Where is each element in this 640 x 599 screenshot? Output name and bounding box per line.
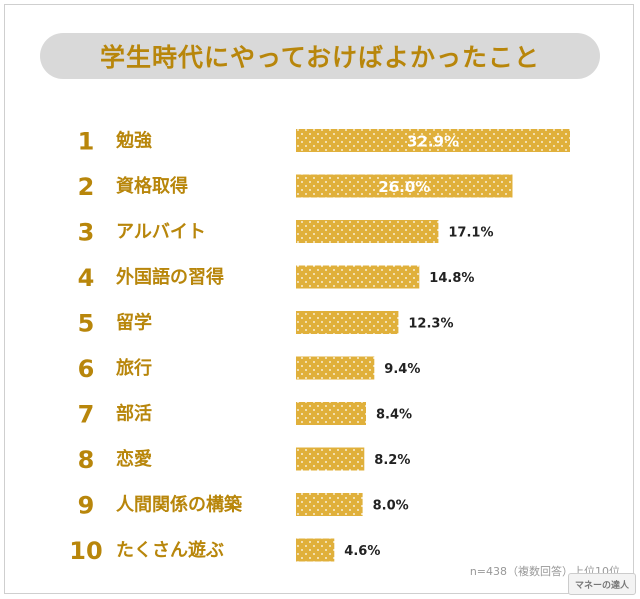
rank-number: 7 xyxy=(78,401,95,429)
rank-number: 1 xyxy=(78,128,95,156)
bar xyxy=(296,356,375,380)
bar xyxy=(296,538,335,562)
rank-number: 6 xyxy=(78,355,95,383)
value-label: 17.1% xyxy=(448,226,493,241)
bar xyxy=(296,493,363,516)
rank-number: 8 xyxy=(78,446,95,474)
category-label: 資格取得 xyxy=(116,175,188,197)
rank-number: 3 xyxy=(78,219,95,247)
bar xyxy=(296,311,399,334)
value-label: 26.0% xyxy=(378,178,430,196)
rank-number: 9 xyxy=(78,492,95,520)
category-label: 留学 xyxy=(116,312,152,334)
category-label: 部活 xyxy=(116,403,152,425)
rank-number: 5 xyxy=(78,310,95,338)
bar xyxy=(296,129,570,152)
rank-number: 10 xyxy=(69,537,102,565)
category-label: アルバイト xyxy=(116,222,206,243)
title-banner: 学生時代にやっておけばよかったこと xyxy=(40,33,600,79)
bar xyxy=(296,402,366,425)
site-logo: マネーの達人 xyxy=(568,573,636,595)
category-label: たくさん遊ぶ xyxy=(116,539,224,561)
value-label: 8.4% xyxy=(376,408,412,423)
value-label: 14.8% xyxy=(429,271,474,286)
category-label: 旅行 xyxy=(116,357,152,379)
bar xyxy=(296,174,513,198)
bar xyxy=(296,447,365,471)
category-label: 恋愛 xyxy=(116,448,152,470)
value-label: 8.0% xyxy=(373,499,409,514)
value-label: 32.9% xyxy=(407,133,459,151)
chart-title: 学生時代にやっておけばよかったこと xyxy=(99,43,540,72)
rank-number: 4 xyxy=(78,264,95,292)
category-label: 外国語の習得 xyxy=(116,266,224,288)
value-label: 8.2% xyxy=(374,453,410,468)
value-label: 4.6% xyxy=(344,544,380,559)
bar xyxy=(296,220,439,243)
category-label: 勉強 xyxy=(115,130,152,152)
value-label: 12.3% xyxy=(408,317,453,332)
value-label: 9.4% xyxy=(384,362,420,377)
category-label: 人間関係の構築 xyxy=(116,494,243,516)
rank-number: 2 xyxy=(78,173,95,201)
bar xyxy=(296,265,420,289)
